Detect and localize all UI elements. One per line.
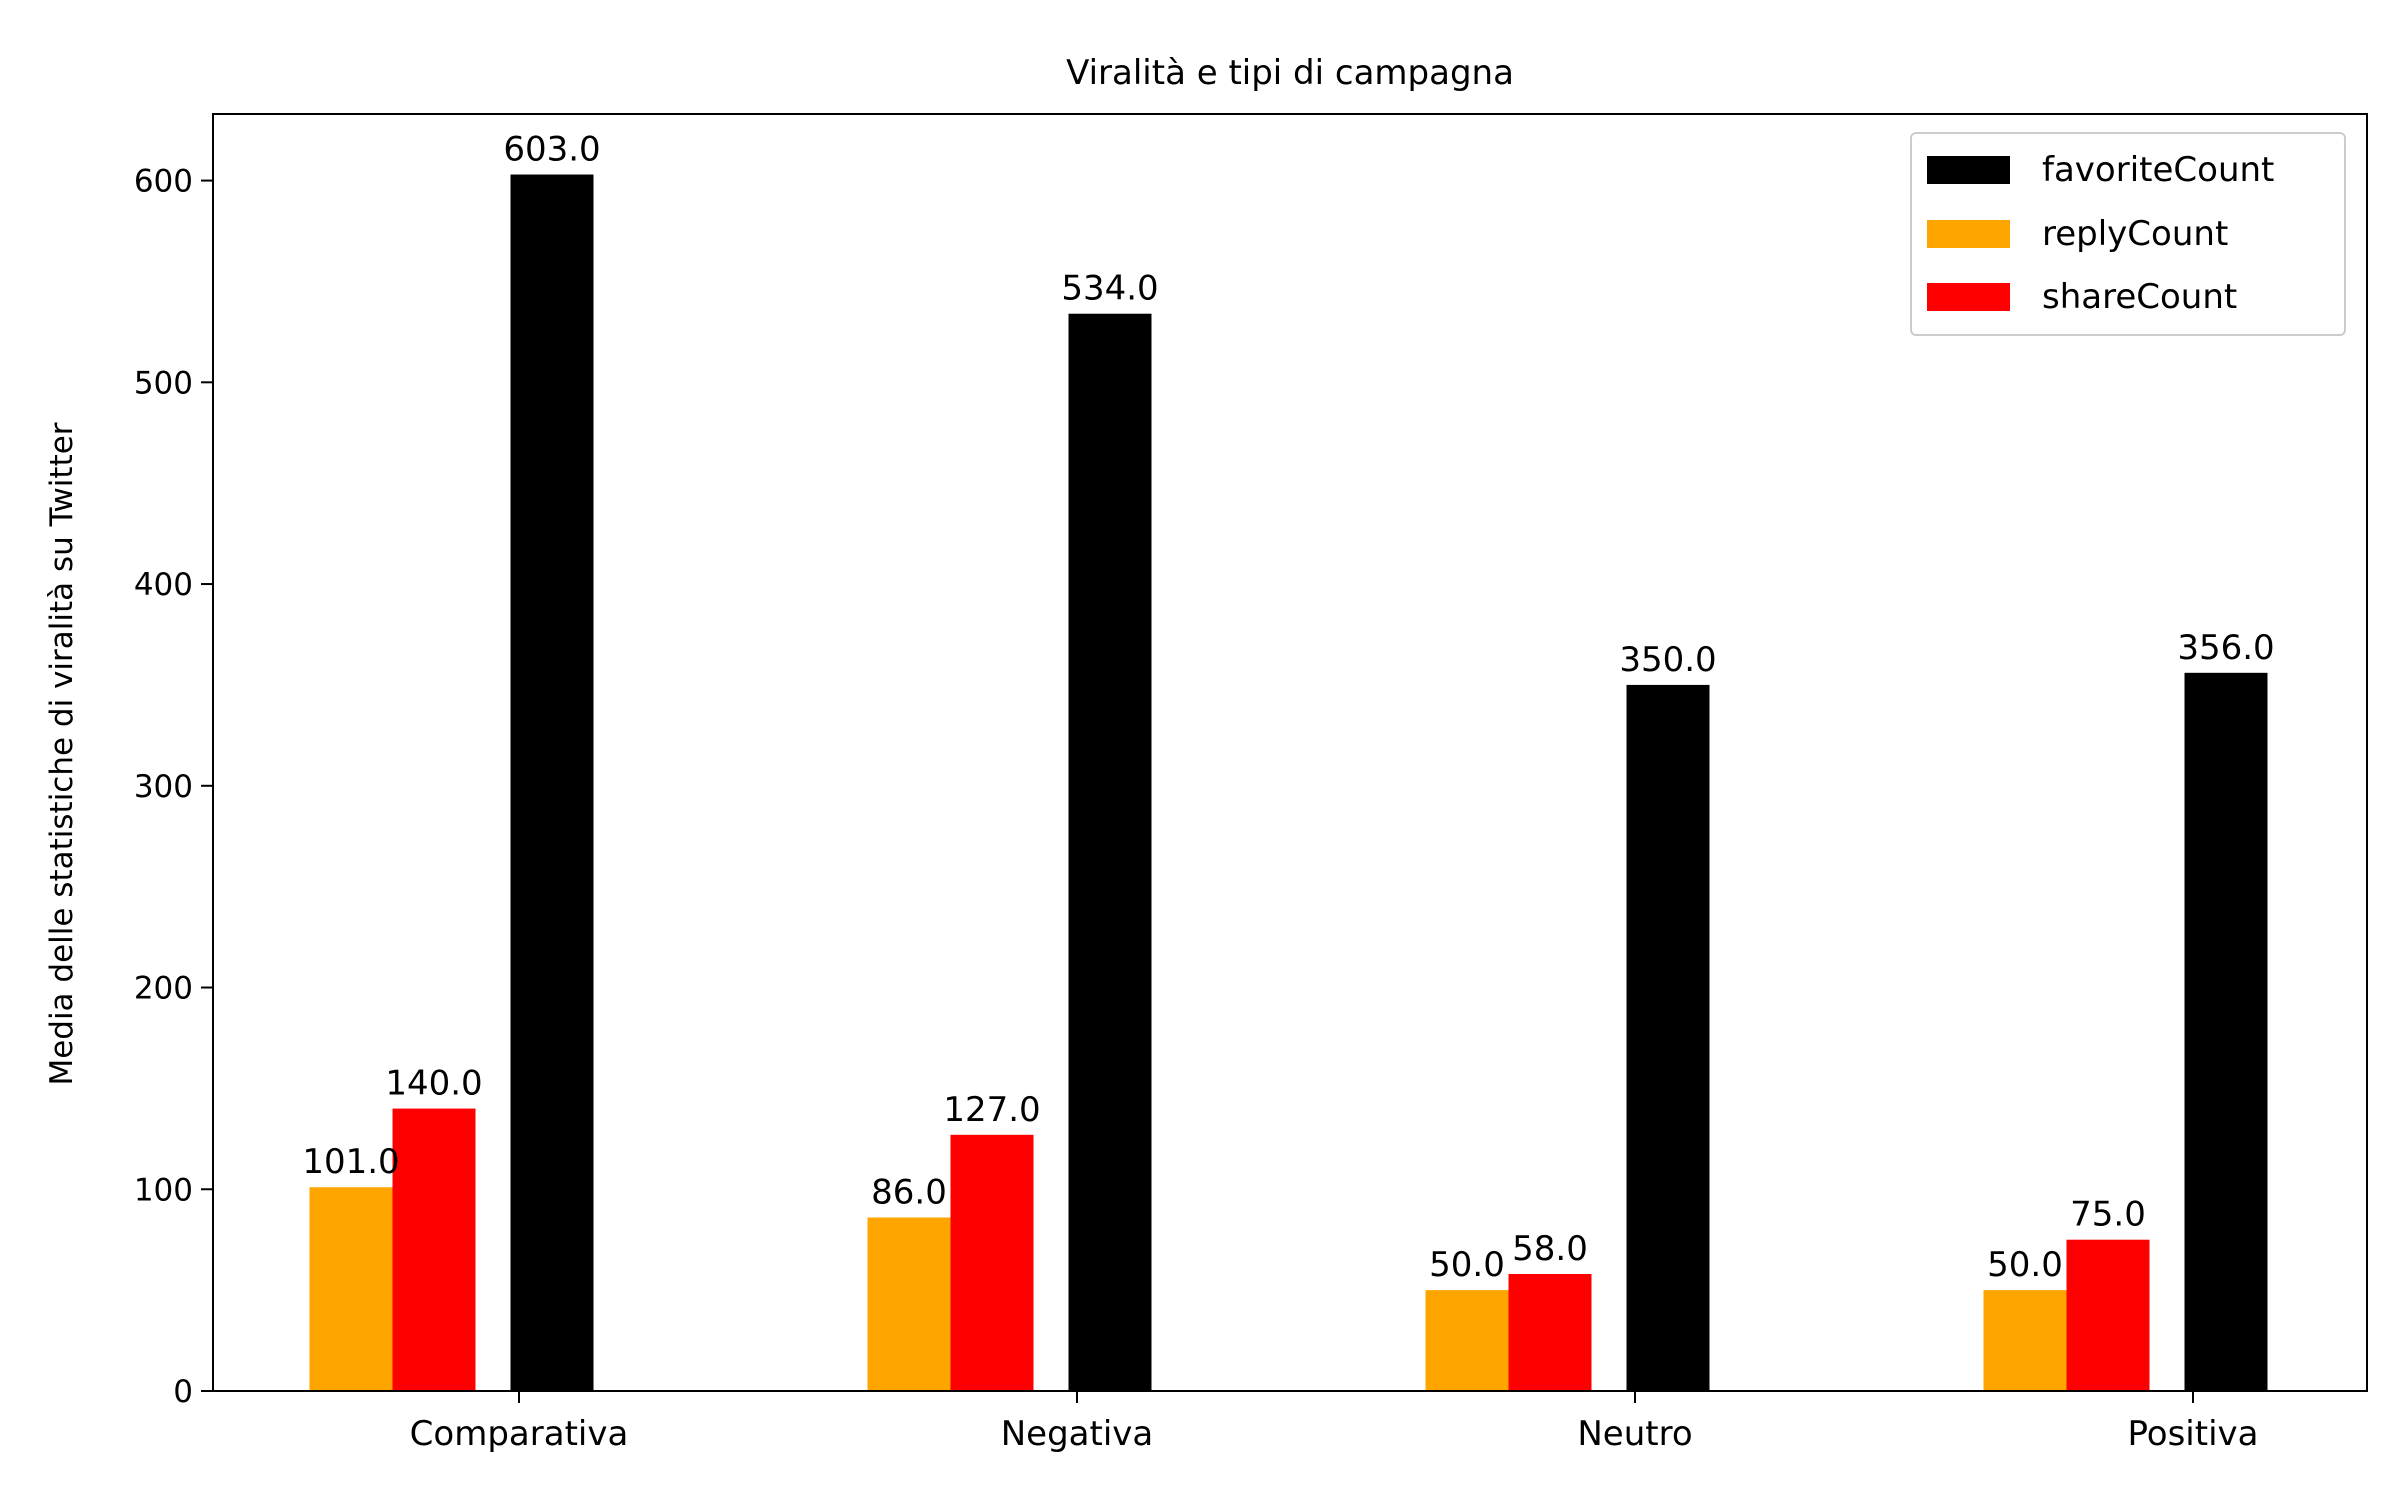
legend-box [1910,132,2346,336]
y-tick-label: 100 [134,1172,193,1208]
x-tick-label-comparativa: Comparativa [410,1414,629,1454]
bar-shareCount-comparativa [392,1108,476,1391]
bar-favoriteCount-neutro [1626,684,1710,1391]
data-label-shareCount-negativa: 127.0 [943,1090,1040,1130]
data-labels-layer: 603.0 534.0 350.0 356.0 101.0 86.0 50.0 50.0 140… [302,130,2274,1286]
legend-label-shareCount: shareCount [2042,277,2237,317]
legend: favoriteCount replyCount shareCount [1910,132,2346,336]
y-tick-label: 200 [134,971,193,1007]
data-label-replyCount-negativa: 86.0 [871,1173,947,1213]
y-tick-label: 300 [134,769,193,805]
y-tick-label: 600 [134,164,193,200]
bar-favoriteCount-comparativa [510,174,594,1391]
legend-swatch-replyCount [1927,220,2010,248]
data-label-replyCount-neutro: 50.0 [1429,1245,1505,1285]
data-label-shareCount-positiva: 75.0 [2070,1195,2146,1235]
data-label-shareCount-neutro: 58.0 [1512,1229,1588,1269]
bar-replyCount-comparativa [309,1187,393,1391]
x-tick-label-neutro: Neutro [1577,1414,1692,1454]
data-label-replyCount-positiva: 50.0 [1987,1245,2063,1285]
data-label-favoriteCount-positiva: 356.0 [2177,628,2274,668]
x-ticks-layer: Comparativa Negativa Neutro Positiva [410,1391,2259,1454]
x-tick-label-negativa: Negativa [1001,1414,1154,1454]
chart-title: Viralità e tipi di campagna [1066,53,1514,93]
data-label-favoriteCount-neutro: 350.0 [1619,640,1716,680]
legend-swatch-shareCount [1927,283,2010,311]
bar-replyCount-positiva [1983,1290,2067,1391]
plot-area-frame [212,113,2368,1392]
bar-replyCount-neutro [1425,1290,1509,1391]
bar-favoriteCount-negativa [1068,313,1152,1392]
legend-label-replyCount: replyCount [2042,214,2228,254]
data-label-replyCount-comparativa: 101.0 [302,1142,399,1182]
y-tick-label: 500 [134,365,193,401]
legend-items: favoriteCount replyCount shareCount [1927,150,2274,317]
data-label-favoriteCount-negativa: 534.0 [1061,269,1158,309]
x-tick-label-positiva: Positiva [2128,1414,2259,1454]
bar-shareCount-negativa [950,1134,1034,1391]
legend-swatch-favoriteCount [1927,156,2010,184]
data-label-favoriteCount-comparativa: 603.0 [503,130,600,170]
data-label-shareCount-comparativa: 140.0 [385,1064,482,1104]
y-axis-label: Media delle statistiche di viralità su T… [44,422,80,1085]
bar-shareCount-positiva [2066,1239,2150,1391]
y-tick-label: 0 [173,1374,193,1410]
y-ticks-layer: 0 100 200 300 400 500 600 [134,164,213,1410]
bar-favoriteCount-positiva [2184,672,2268,1391]
bar-shareCount-neutro [1508,1273,1592,1391]
bar-replyCount-negativa [867,1217,951,1391]
bars-layer [309,174,2268,1392]
y-tick-label: 400 [134,567,193,603]
legend-label-favoriteCount: favoriteCount [2042,150,2274,190]
